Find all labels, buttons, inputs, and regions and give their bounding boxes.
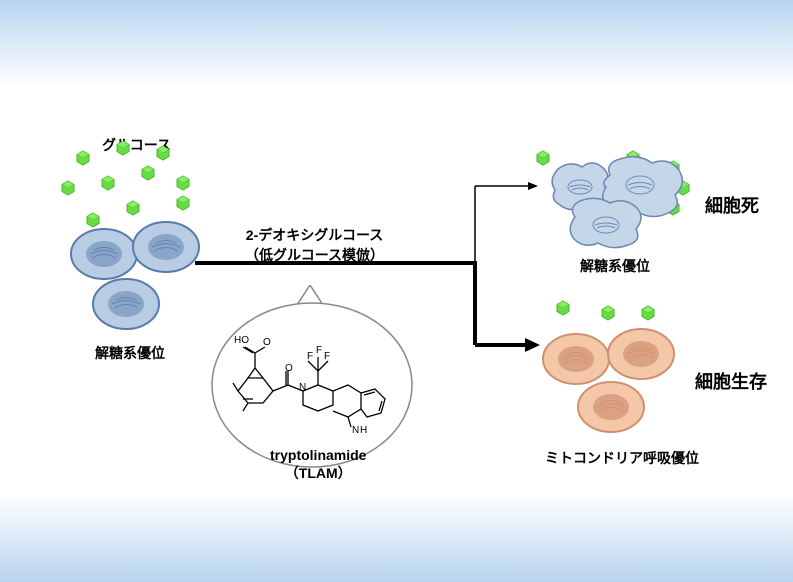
compound-abbr: （TLAM） <box>270 463 366 483</box>
svg-text:N: N <box>352 425 359 436</box>
glycolysis-left-label: 解糖系優位 <box>95 343 165 363</box>
compound-name-block: tryptolinamide （TLAM） <box>270 447 366 483</box>
treatment-line1: 2-デオキシグルコース <box>245 225 384 245</box>
treatment-label: 2-デオキシグルコース （低グルコース模倣） <box>245 225 384 265</box>
cell-death-label: 細胞死 <box>705 192 759 218</box>
svg-text:N: N <box>299 382 306 393</box>
mitochondria-label: ミトコンドリア呼吸優位 <box>545 448 699 468</box>
svg-text:F: F <box>316 345 322 356</box>
compound-name: tryptolinamide <box>270 447 366 463</box>
cell-survival-label: 細胞生存 <box>695 368 767 394</box>
svg-text:F: F <box>324 351 330 362</box>
svg-text:F: F <box>307 351 313 362</box>
treatment-line2: （低グルコース模倣） <box>245 245 384 265</box>
svg-text:O: O <box>263 337 271 348</box>
glycolysis-right-label: 解糖系優位 <box>580 256 650 276</box>
svg-text:H: H <box>360 425 367 436</box>
svg-text:O: O <box>285 363 293 374</box>
svg-text:HO: HO <box>234 335 249 346</box>
